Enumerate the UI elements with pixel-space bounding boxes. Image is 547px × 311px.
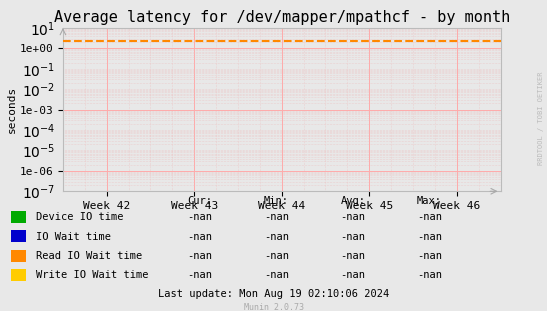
Text: -nan: -nan <box>187 212 212 222</box>
Text: -nan: -nan <box>340 251 365 261</box>
Text: -nan: -nan <box>264 251 289 261</box>
Text: -nan: -nan <box>340 232 365 242</box>
Text: -nan: -nan <box>417 212 442 222</box>
Text: Avg:: Avg: <box>340 196 365 206</box>
Text: Device IO time: Device IO time <box>36 212 123 222</box>
Text: -nan: -nan <box>264 232 289 242</box>
Text: -nan: -nan <box>187 232 212 242</box>
Text: -nan: -nan <box>417 232 442 242</box>
Text: Munin 2.0.73: Munin 2.0.73 <box>243 304 304 311</box>
Text: -nan: -nan <box>340 270 365 280</box>
Text: -nan: -nan <box>417 251 442 261</box>
Text: IO Wait time: IO Wait time <box>36 232 110 242</box>
Text: Last update: Mon Aug 19 02:10:06 2024: Last update: Mon Aug 19 02:10:06 2024 <box>158 289 389 299</box>
Title: Average latency for /dev/mapper/mpathcf - by month: Average latency for /dev/mapper/mpathcf … <box>54 11 510 26</box>
Text: -nan: -nan <box>417 270 442 280</box>
Text: -nan: -nan <box>187 251 212 261</box>
Text: Write IO Wait time: Write IO Wait time <box>36 270 148 280</box>
Text: Max:: Max: <box>417 196 442 206</box>
Text: -nan: -nan <box>340 212 365 222</box>
Text: RRDTOOL / TOBI OETIKER: RRDTOOL / TOBI OETIKER <box>538 72 544 165</box>
Text: Min:: Min: <box>264 196 289 206</box>
Text: -nan: -nan <box>264 212 289 222</box>
Y-axis label: seconds: seconds <box>7 86 16 133</box>
Text: Read IO Wait time: Read IO Wait time <box>36 251 142 261</box>
Text: -nan: -nan <box>187 270 212 280</box>
Text: -nan: -nan <box>264 270 289 280</box>
Text: Cur:: Cur: <box>187 196 212 206</box>
